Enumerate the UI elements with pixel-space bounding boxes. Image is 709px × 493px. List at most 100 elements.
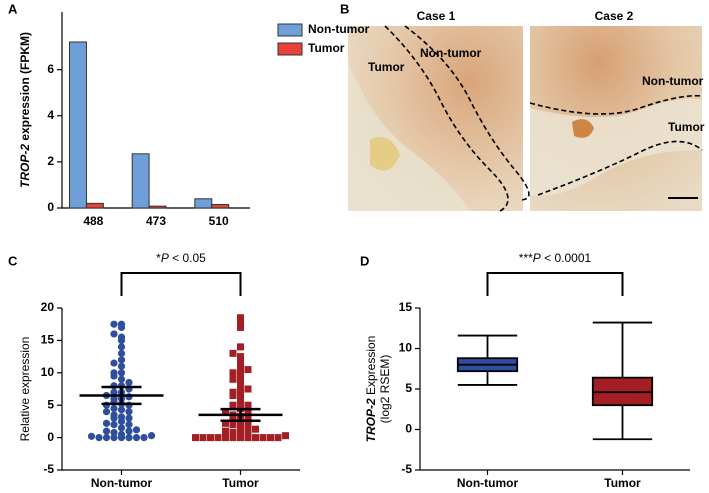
bar	[148, 205, 167, 209]
data-point	[244, 366, 252, 374]
y-tick-label: 4	[47, 108, 54, 122]
data-point	[132, 426, 141, 434]
data-point	[207, 434, 214, 442]
stroma-region	[348, 60, 470, 211]
error-bar	[220, 407, 261, 423]
y-tick-label: 5	[47, 397, 54, 411]
y-tick-label: -5	[401, 462, 412, 476]
data-point	[132, 434, 141, 442]
x-tick-label: 510	[209, 214, 229, 228]
data-point	[110, 359, 118, 367]
region-label: Non-tumor	[642, 74, 704, 88]
error-bar	[101, 385, 142, 406]
panel-label: A	[8, 1, 18, 16]
case-title: Case 2	[595, 9, 634, 23]
y-tick-label: 0	[47, 430, 54, 444]
data-point	[125, 378, 133, 387]
x-tick-label: Non-tumor	[91, 476, 153, 490]
y-tick-label: -5	[43, 462, 54, 476]
y-tick-label: 10	[399, 341, 413, 355]
data-point	[110, 434, 118, 442]
label-part: < 0.05	[169, 251, 206, 265]
x-tick-label: Tumor	[604, 476, 641, 490]
data-point	[110, 421, 118, 429]
x-tick-label: Non-tumor	[457, 476, 519, 490]
bar	[211, 204, 230, 209]
data-point	[237, 375, 244, 383]
boundary-line	[537, 140, 703, 196]
data-point	[117, 413, 126, 421]
data-point	[229, 428, 237, 436]
region-label: Tumor	[668, 120, 705, 134]
bar	[69, 41, 87, 209]
data-point	[222, 427, 229, 435]
data-point	[229, 434, 237, 442]
data-point	[229, 369, 237, 377]
bar	[131, 153, 150, 209]
y-tick-label: 10	[41, 365, 55, 379]
x-tick-label: 473	[146, 214, 166, 228]
y-tick-label: 20	[41, 300, 55, 314]
data-point	[102, 434, 111, 442]
histology-panel: B Case 1 Case 2 Tumor Non-tumor Non-tumo…	[340, 1, 705, 212]
data-point	[199, 434, 207, 442]
data-point	[237, 395, 244, 403]
stain-region	[572, 119, 594, 138]
data-point	[229, 388, 237, 396]
significance-label: *P < 0.05	[156, 251, 206, 265]
data-point	[125, 414, 133, 422]
data-point	[117, 369, 126, 377]
y-axis-label: Relative expression	[18, 337, 32, 442]
y-axis-label: TROP-2 expression (FPKM)	[18, 32, 32, 188]
data-point	[140, 434, 148, 442]
region-label: Non-tumor	[420, 46, 482, 60]
data-point	[214, 434, 222, 442]
data-point	[282, 432, 289, 440]
data-point	[259, 434, 267, 442]
y-axis-label: (log2 RSEM)	[378, 355, 392, 424]
label-part: TROP-2	[364, 398, 378, 442]
data-point	[237, 362, 244, 370]
data-point	[110, 330, 118, 338]
data-point	[229, 375, 237, 383]
data-point	[125, 421, 133, 429]
label-part: ***	[519, 251, 533, 265]
label-part: TROP-2	[18, 144, 32, 188]
data-point	[229, 349, 237, 357]
data-point	[244, 421, 252, 429]
panel-label: B	[340, 1, 349, 16]
boundary-line	[529, 94, 703, 115]
bar	[194, 198, 213, 209]
data-point	[117, 356, 126, 364]
data-point	[102, 419, 111, 427]
data-point	[125, 408, 133, 416]
y-tick-label: 6	[47, 62, 54, 76]
data-point	[95, 434, 103, 442]
data-point	[237, 314, 244, 322]
region-label: Tumor	[368, 60, 405, 74]
data-point	[244, 408, 252, 416]
data-point	[117, 343, 126, 351]
data-point	[222, 419, 229, 427]
data-point	[244, 427, 252, 435]
boundary-line	[404, 25, 530, 201]
data-point	[274, 434, 282, 442]
panel-label: C	[8, 253, 18, 268]
data-point	[244, 401, 252, 409]
label-part: Expression	[364, 336, 378, 399]
data-point	[237, 430, 244, 438]
data-point	[147, 432, 156, 440]
label-part: < 0.0001	[541, 251, 592, 265]
x-tick-label: Tumor	[222, 476, 259, 490]
significance-bracket	[120, 272, 242, 296]
data-point	[237, 369, 244, 377]
data-point	[110, 388, 118, 396]
legend-label: Non-tumor	[308, 22, 370, 36]
data-point	[192, 434, 199, 442]
data-point	[102, 427, 111, 435]
data-point	[110, 369, 118, 377]
data-point	[237, 320, 244, 328]
data-point	[222, 434, 229, 442]
label-part: expression (FPKM)	[18, 32, 32, 144]
